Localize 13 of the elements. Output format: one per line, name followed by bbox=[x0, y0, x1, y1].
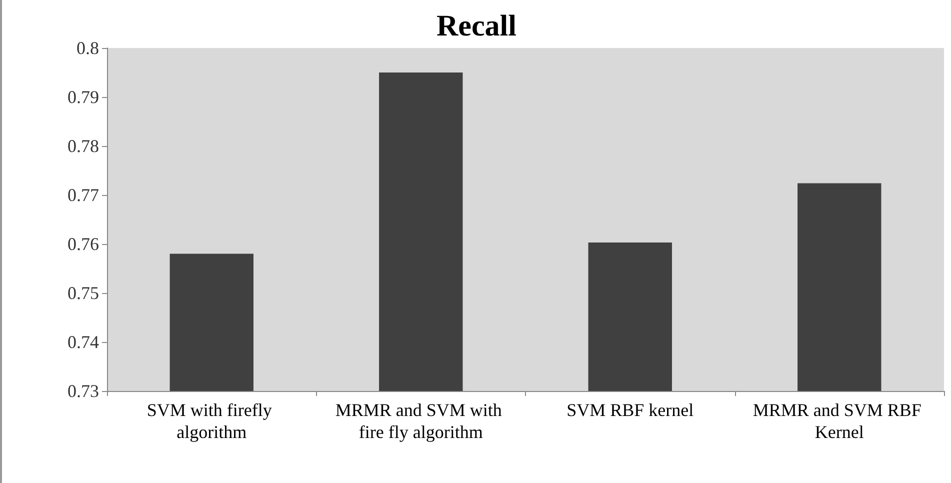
y-tick-label: 0.73 bbox=[68, 381, 99, 401]
x-tick-label: MRMR and SVM RBF Kernel bbox=[752, 400, 926, 442]
y-tick-label: 0.75 bbox=[68, 283, 99, 303]
y-tick-label: 0.74 bbox=[68, 332, 99, 352]
y-tick-label: 0.79 bbox=[68, 87, 99, 107]
y-tick-label: 0.78 bbox=[68, 136, 99, 156]
y-tick-label: 0.8 bbox=[76, 38, 99, 58]
y-tick-label: 0.77 bbox=[68, 185, 99, 205]
chart-title: Recall bbox=[436, 10, 516, 42]
y-tick-label: 0.76 bbox=[68, 234, 99, 254]
x-tick-label: SVM RBF kernel bbox=[566, 400, 694, 420]
x-tick-label: SVM with firefly algorithm bbox=[146, 400, 276, 442]
x-tick-label: MRMR and SVM with fire fly algorithm bbox=[335, 400, 506, 442]
